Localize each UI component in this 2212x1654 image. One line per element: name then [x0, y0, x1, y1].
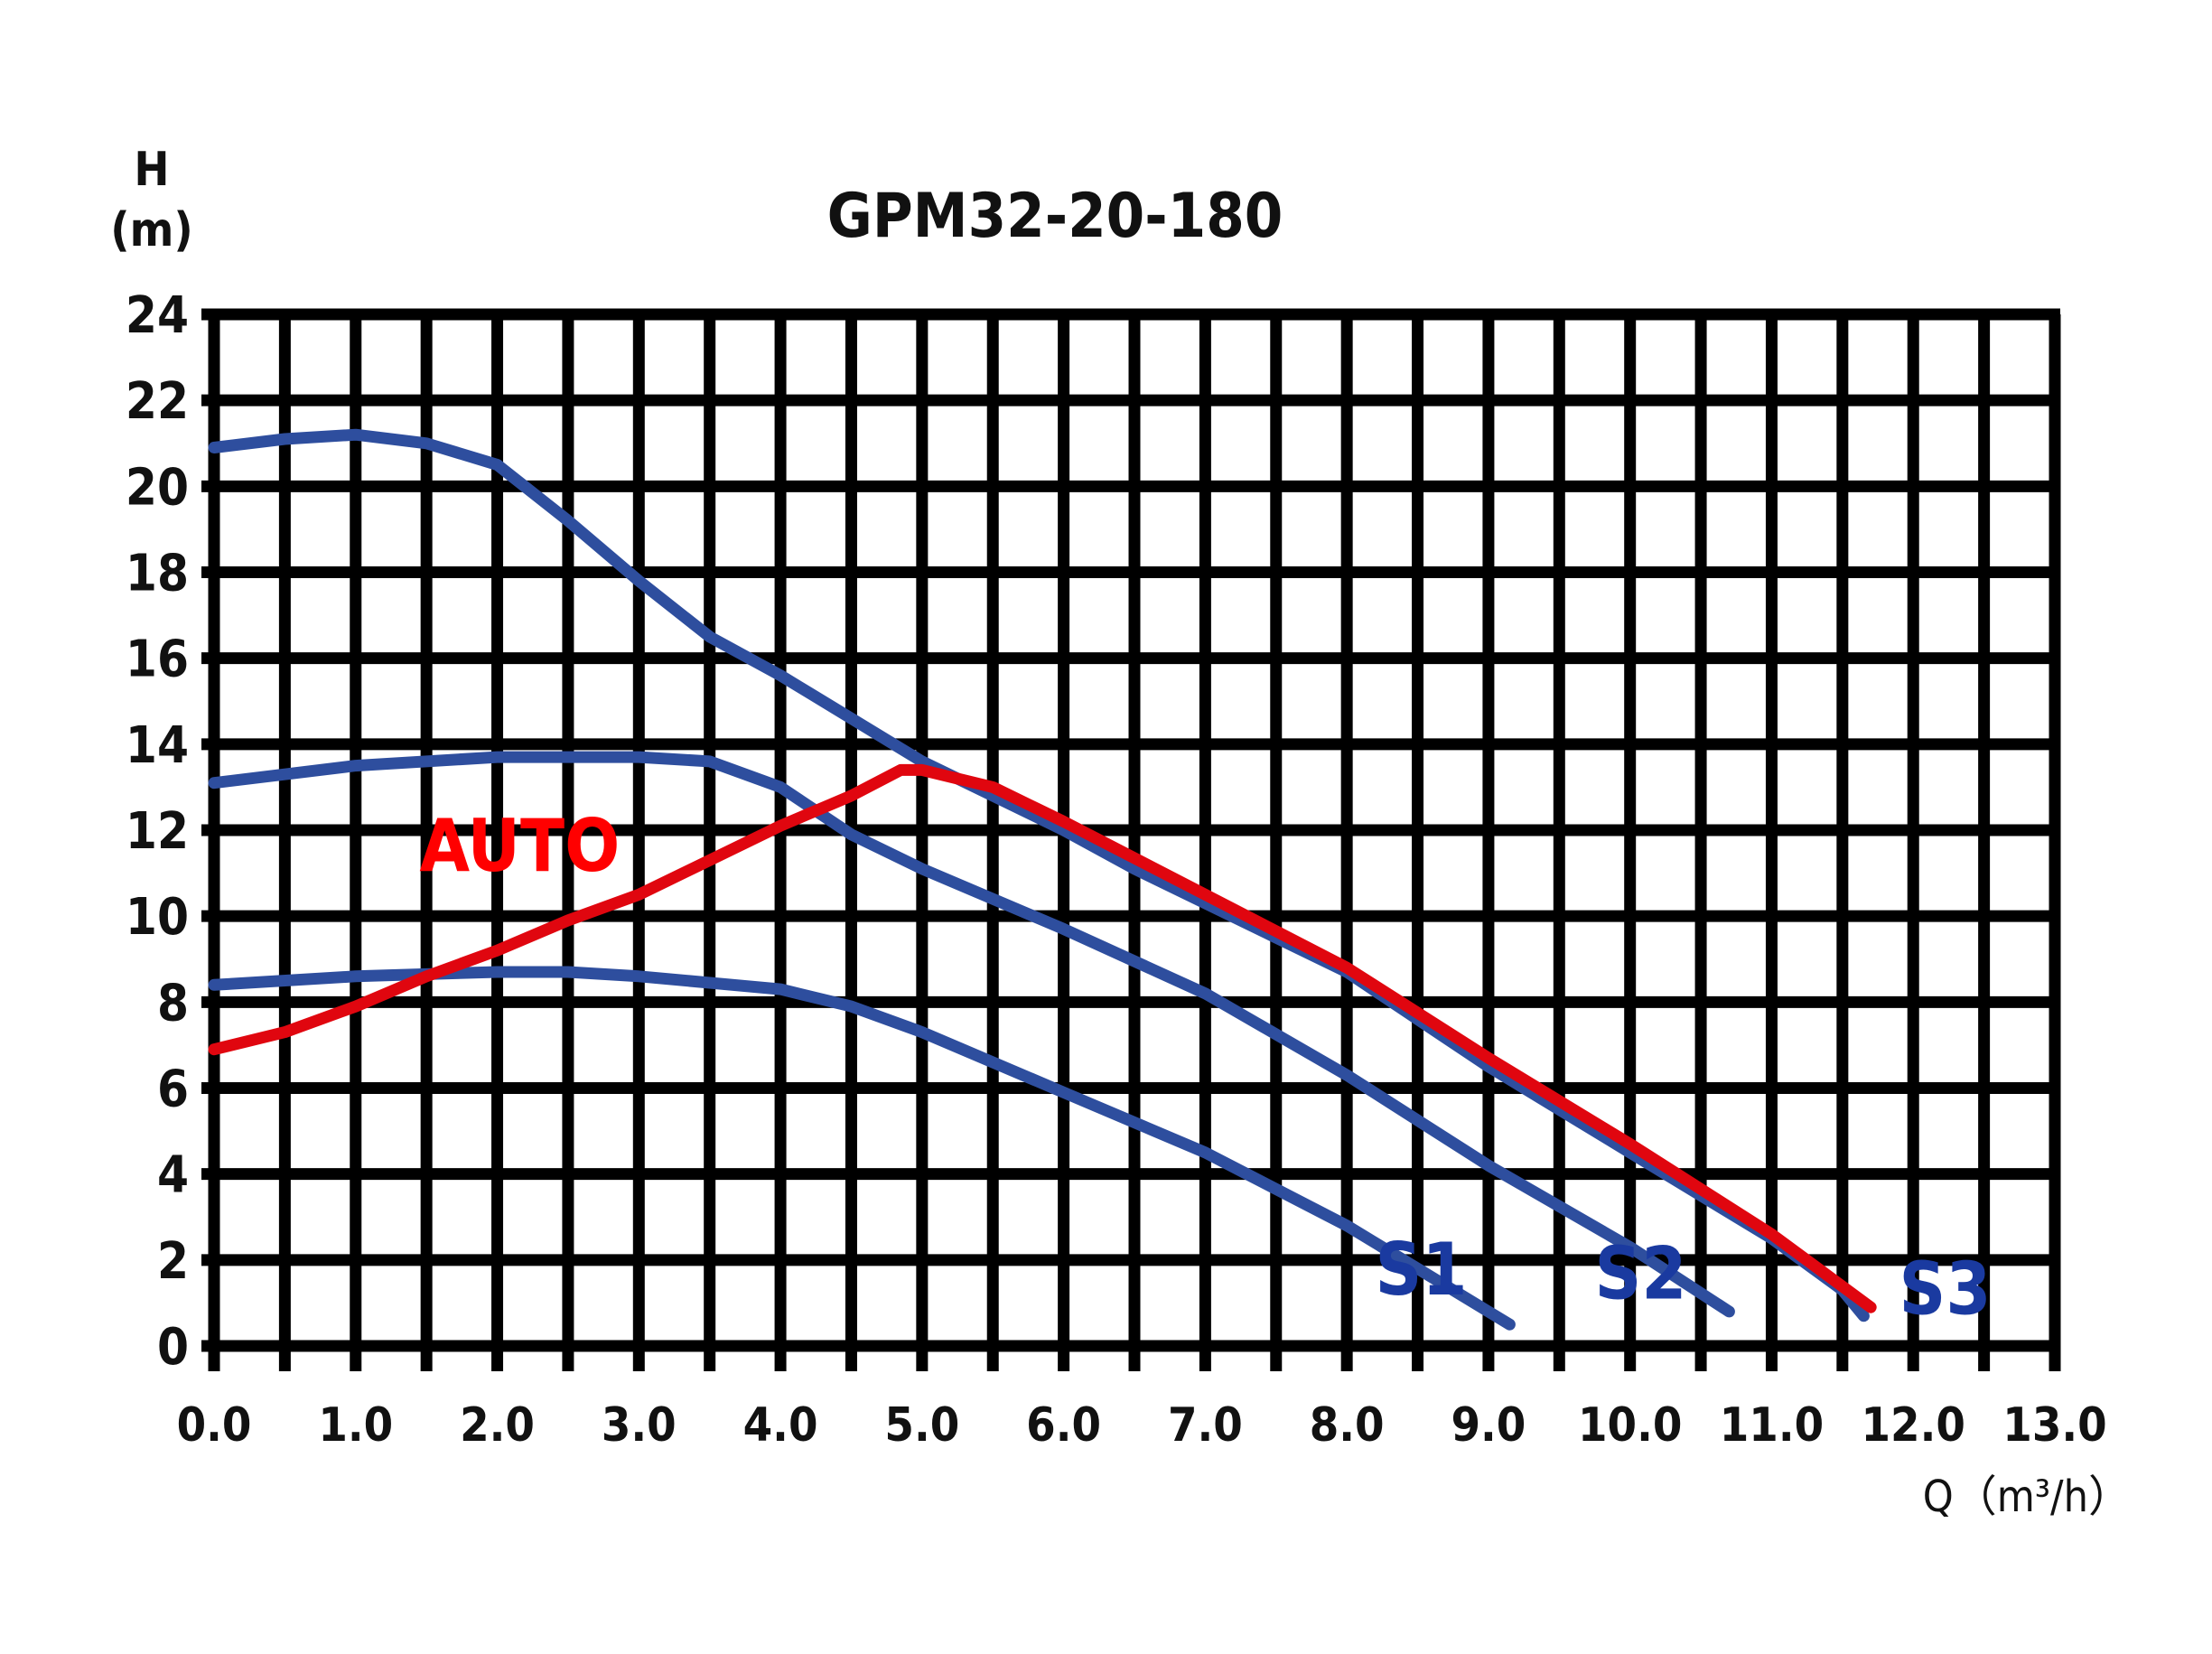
x-tick-label: 12.0: [1862, 1398, 1965, 1453]
x-tick-label: 9.0: [1451, 1398, 1526, 1453]
x-tick-label: 10.0: [1578, 1398, 1682, 1453]
y-tick-label: 4: [157, 1146, 189, 1205]
x-tick-label: 7.0: [1168, 1398, 1243, 1453]
curve-s1: [208, 966, 1516, 1331]
x-tick-label: 3.0: [602, 1398, 677, 1453]
performance-curves: [208, 428, 1877, 1331]
x-tick-label: 8.0: [1310, 1398, 1385, 1453]
x-axis-label: Q（m³/h）: [1923, 1472, 2132, 1522]
y-axis-label-unit: (m): [110, 203, 193, 257]
y-tick-label: 6: [157, 1061, 189, 1119]
y-tick-label: 12: [126, 802, 189, 861]
x-tick-label: 11.0: [1720, 1398, 1824, 1453]
y-tick-label: 24: [126, 286, 189, 345]
grid-lines: [201, 308, 2061, 1371]
y-tick-label: 20: [126, 458, 189, 517]
x-tick-label: 4.0: [743, 1398, 818, 1453]
y-tick-label: 18: [126, 545, 189, 603]
x-tick-label: 2.0: [460, 1398, 535, 1453]
x-tick-label: 5.0: [884, 1398, 959, 1453]
curve-auto: [208, 763, 1877, 1313]
chart-title: GPM32-20-180: [827, 181, 1283, 252]
curve-label-s3: S3: [1899, 1247, 1992, 1331]
curve-s2: [208, 751, 1735, 1318]
curve-label-s1: S1: [1376, 1228, 1468, 1312]
y-axis-label-h: H: [134, 143, 169, 197]
y-tick-label: 0: [157, 1318, 189, 1377]
y-tick-label: 14: [126, 716, 189, 775]
x-tick-label: 13.0: [2002, 1398, 2106, 1453]
y-tick-label: 8: [157, 974, 189, 1033]
y-tick-label: 22: [126, 372, 189, 431]
x-tick-label: 1.0: [318, 1398, 393, 1453]
curve-labels: S1 S2 S3 AUTO: [419, 804, 1991, 1331]
curve-label-auto: AUTO: [419, 804, 620, 888]
curve-label-s2: S2: [1595, 1232, 1687, 1316]
y-tick-label: 16: [126, 631, 189, 689]
y-tick-label: 10: [126, 888, 189, 947]
x-tick-label: 0.0: [177, 1398, 252, 1453]
x-tick-label: 6.0: [1026, 1398, 1101, 1453]
x-tick-labels: 0.0 1.0 2.0 3.0 4.0 5.0 6.0 7.0 8.0 9.0 10.0 11.0 12…: [177, 1398, 2107, 1453]
curve-s3: [208, 428, 1870, 1322]
y-tick-label: 2: [157, 1232, 189, 1291]
